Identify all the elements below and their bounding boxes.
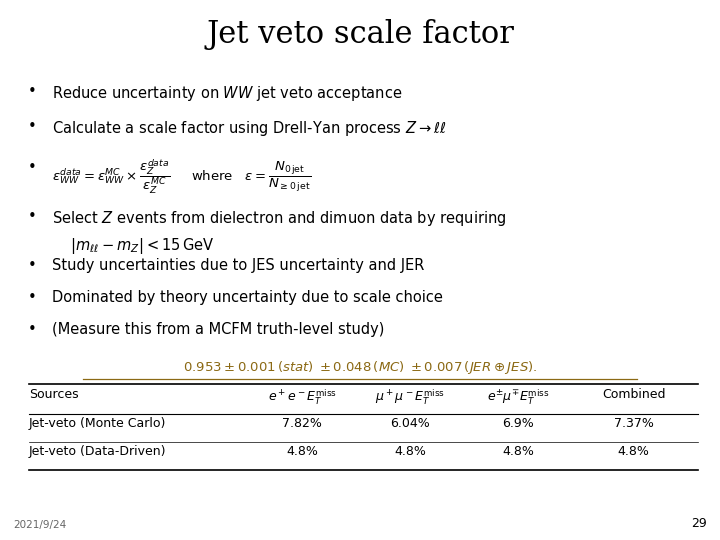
Text: Jet-veto (Monte Carlo): Jet-veto (Monte Carlo) xyxy=(29,417,166,430)
Text: Select $Z$ events from dielectron and dimuon data by requiring
    $|m_{\ell\ell: Select $Z$ events from dielectron and di… xyxy=(52,209,506,256)
Text: 2021/9/24: 2021/9/24 xyxy=(13,520,66,530)
Text: Sources: Sources xyxy=(29,388,78,401)
Text: Dominated by theory uncertainty due to scale choice: Dominated by theory uncertainty due to s… xyxy=(52,290,443,305)
Text: 7.82%: 7.82% xyxy=(282,417,323,430)
Text: •: • xyxy=(27,258,36,273)
Text: $\mu^+\mu^-E_T^{\mathrm{miss}}$: $\mu^+\mu^-E_T^{\mathrm{miss}}$ xyxy=(375,388,446,407)
Text: 4.8%: 4.8% xyxy=(618,445,649,458)
Text: 6.04%: 6.04% xyxy=(390,417,431,430)
Text: •: • xyxy=(27,160,36,176)
Text: 4.8%: 4.8% xyxy=(503,445,534,458)
Text: •: • xyxy=(27,290,36,305)
Text: 6.9%: 6.9% xyxy=(503,417,534,430)
Text: Reduce uncertainty on $WW$ jet veto acceptance: Reduce uncertainty on $WW$ jet veto acce… xyxy=(52,84,402,103)
Text: Study uncertainties due to JES uncertainty and JER: Study uncertainties due to JES uncertain… xyxy=(52,258,424,273)
Text: Jet veto scale factor: Jet veto scale factor xyxy=(206,19,514,50)
Text: 4.8%: 4.8% xyxy=(395,445,426,458)
Text: •: • xyxy=(27,119,36,134)
Text: •: • xyxy=(27,322,36,338)
Text: •: • xyxy=(27,84,36,99)
Text: $e^+e^-E_T^{\mathrm{miss}}$: $e^+e^-E_T^{\mathrm{miss}}$ xyxy=(268,388,337,407)
Text: Combined: Combined xyxy=(602,388,665,401)
Text: 4.8%: 4.8% xyxy=(287,445,318,458)
Text: 7.37%: 7.37% xyxy=(613,417,654,430)
Text: •: • xyxy=(27,209,36,224)
Text: $\epsilon_{WW}^{data} = \epsilon_{WW}^{MC} \times \dfrac{\epsilon_Z^{data}}{\eps: $\epsilon_{WW}^{data} = \epsilon_{WW}^{M… xyxy=(52,158,311,196)
Text: Jet-veto (Data-Driven): Jet-veto (Data-Driven) xyxy=(29,445,166,458)
Text: $e^{\pm}\mu^{\mp}E_T^{\mathrm{miss}}$: $e^{\pm}\mu^{\mp}E_T^{\mathrm{miss}}$ xyxy=(487,388,549,407)
Text: 29: 29 xyxy=(691,517,707,530)
Text: (Measure this from a MCFM truth-level study): (Measure this from a MCFM truth-level st… xyxy=(52,322,384,338)
Text: $0.953 \pm 0.001\,(stat) \;\pm 0.048\,(MC) \;\pm 0.007\,(JER \oplus JES).$: $0.953 \pm 0.001\,(stat) \;\pm 0.048\,(M… xyxy=(183,359,537,376)
Text: Calculate a scale factor using Drell-Yan process $Z \rightarrow \ell\ell$: Calculate a scale factor using Drell-Yan… xyxy=(52,119,446,138)
